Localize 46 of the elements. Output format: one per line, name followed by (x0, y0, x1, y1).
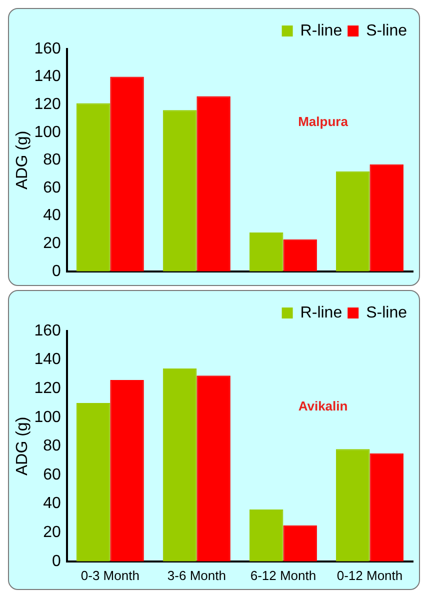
legend-label: S-line (366, 22, 408, 40)
bar (283, 239, 317, 272)
x-tick-label: 0-12 Month (336, 568, 403, 583)
bar (110, 380, 144, 562)
y-tick-label: 160 (34, 40, 61, 58)
bar (162, 110, 197, 272)
annotation: Avikalin (298, 398, 348, 414)
x-tick-label: 0-3 Month (80, 568, 140, 583)
y-tick-label: 140 (34, 351, 61, 368)
y-tick-label: 80 (43, 438, 61, 455)
bar (249, 232, 284, 272)
y-tick-label: 100 (34, 124, 61, 141)
y-tick-label: 120 (34, 380, 61, 398)
y-tick-label: 60 (43, 466, 61, 484)
x-tick-label: 6-12 Month (250, 568, 316, 583)
y-axis-title: ADG (g) (14, 416, 32, 476)
legend-label: R-line (300, 304, 342, 322)
y-tick-label: 20 (43, 235, 61, 252)
y-tick-label: 20 (43, 524, 61, 542)
bar (336, 171, 370, 272)
x-tick-label: 3-6 Month (167, 568, 226, 583)
bar (370, 453, 404, 562)
bar (283, 525, 317, 562)
y-tick-label: 100 (34, 408, 61, 426)
y-tick-label: 160 (34, 322, 61, 340)
y-tick-label: 40 (43, 207, 61, 224)
y-tick-label: 40 (43, 495, 61, 512)
y-tick-label: 0 (52, 262, 61, 280)
bar (76, 103, 110, 272)
y-tick-label: 60 (43, 179, 61, 196)
bar (162, 368, 197, 562)
annotation: Malpura (298, 114, 349, 129)
bar (76, 403, 110, 562)
bar (370, 164, 404, 272)
legend-label: R-line (300, 22, 342, 40)
y-tick-label: 0 (52, 552, 61, 570)
legend-label: S-line (366, 304, 408, 322)
y-axis-title: ADG (g) (14, 130, 32, 190)
bar (110, 76, 144, 272)
y-tick-label: 120 (34, 96, 61, 114)
bar (196, 96, 230, 272)
y-tick-label: 140 (34, 68, 61, 86)
bar (249, 510, 284, 562)
y-tick-label: 80 (43, 152, 61, 169)
bar (336, 449, 370, 562)
bar (196, 376, 230, 562)
